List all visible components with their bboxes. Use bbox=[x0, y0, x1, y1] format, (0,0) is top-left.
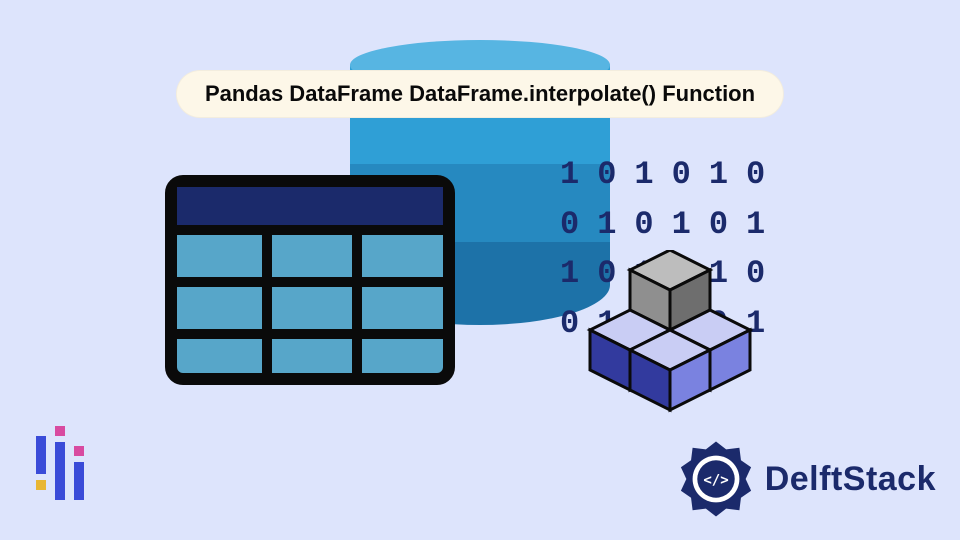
infographic-canvas: 101010 010101 101010 010101 bbox=[0, 0, 960, 540]
brand-name: DelftStack bbox=[765, 460, 936, 499]
page-title: Pandas DataFrame DataFrame.interpolate()… bbox=[205, 81, 755, 107]
title-pill: Pandas DataFrame DataFrame.interpolate()… bbox=[176, 70, 784, 118]
table-icon bbox=[165, 175, 455, 385]
brand-lockup: </> DelftStack bbox=[677, 440, 936, 518]
svg-text:</>: </> bbox=[703, 472, 728, 488]
cube-cluster-icon bbox=[560, 250, 780, 430]
pandas-logo-icon bbox=[30, 426, 90, 510]
brand-badge-icon: </> bbox=[677, 440, 755, 518]
